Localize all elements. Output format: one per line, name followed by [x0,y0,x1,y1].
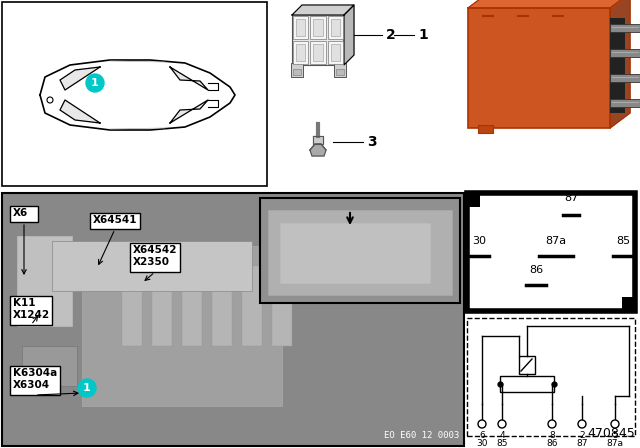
Polygon shape [313,136,323,144]
Bar [2,2,267,186]
Circle shape [611,420,619,428]
Text: 87a: 87a [607,439,623,448]
Text: 87: 87 [564,193,579,203]
Polygon shape [310,144,326,156]
Text: X64542: X64542 [133,245,177,255]
Bar [610,74,640,82]
Text: 8: 8 [549,431,555,440]
Text: X6304: X6304 [13,380,50,390]
Bar [17,236,72,326]
Bar [2,193,464,446]
Bar [182,266,202,346]
Bar [272,266,292,346]
Bar [10,206,38,222]
Bar [293,16,308,39]
Bar [130,243,180,272]
Text: 4: 4 [499,431,505,440]
Bar [467,318,635,436]
Bar [242,266,262,346]
Text: K6304a: K6304a [13,368,57,378]
Bar [519,356,535,374]
Bar [478,125,493,133]
Bar [314,19,323,36]
Bar [310,16,326,39]
Polygon shape [292,5,354,15]
Bar [328,16,343,39]
Bar [610,18,625,113]
Bar [466,193,480,207]
Text: 2: 2 [579,431,585,440]
Polygon shape [170,67,208,90]
Text: 86: 86 [547,439,557,448]
Bar [82,246,282,406]
Bar [622,297,636,311]
Circle shape [498,420,506,428]
Polygon shape [60,100,100,123]
Bar [331,19,340,36]
Bar [296,19,305,36]
Bar [314,44,323,61]
Text: 2: 2 [386,28,396,42]
Bar [610,49,640,57]
Polygon shape [170,100,208,123]
Bar [336,69,344,75]
Bar [610,24,640,32]
Bar [152,266,172,346]
Circle shape [548,420,556,428]
Bar [10,296,52,325]
Bar [280,223,430,283]
Polygon shape [610,0,630,128]
Text: X64541: X64541 [93,215,138,225]
Bar [52,241,252,291]
Polygon shape [60,67,100,90]
Bar [292,15,344,65]
Text: 1: 1 [91,78,99,88]
Bar [90,213,140,229]
Polygon shape [468,0,630,8]
Bar [296,44,305,61]
Bar [260,198,460,303]
Bar [310,41,326,64]
Bar [328,41,343,64]
Text: 87: 87 [576,439,588,448]
Text: 86: 86 [529,265,543,275]
Text: 30: 30 [476,439,488,448]
Text: 85: 85 [496,439,508,448]
Text: K11: K11 [13,298,35,308]
Bar [467,193,635,311]
Circle shape [478,420,486,428]
Bar [212,266,232,346]
Text: 6: 6 [479,431,485,440]
Bar [293,69,301,75]
Text: 30: 30 [472,236,486,246]
Text: EO E60 12 0003: EO E60 12 0003 [384,431,459,440]
Text: 470845: 470845 [588,427,635,440]
Circle shape [86,74,104,92]
Polygon shape [344,5,354,65]
Bar [268,210,452,295]
Text: X2350: X2350 [133,257,170,267]
Text: 3: 3 [367,135,376,149]
Bar [468,8,610,128]
Circle shape [78,379,96,397]
Circle shape [578,420,586,428]
Text: 1: 1 [83,383,91,393]
Text: 85: 85 [616,236,630,246]
Bar [22,346,77,386]
Bar [500,376,554,392]
Text: 1: 1 [418,28,428,42]
Bar [610,99,640,107]
Text: 87a: 87a [545,236,566,246]
Text: X1242: X1242 [13,310,50,320]
Text: 5: 5 [612,431,618,440]
Bar [293,41,308,64]
Bar [331,44,340,61]
Bar [334,63,346,77]
Bar [122,266,142,346]
Bar [10,366,60,395]
Text: X6: X6 [13,208,28,218]
Bar [291,63,303,77]
